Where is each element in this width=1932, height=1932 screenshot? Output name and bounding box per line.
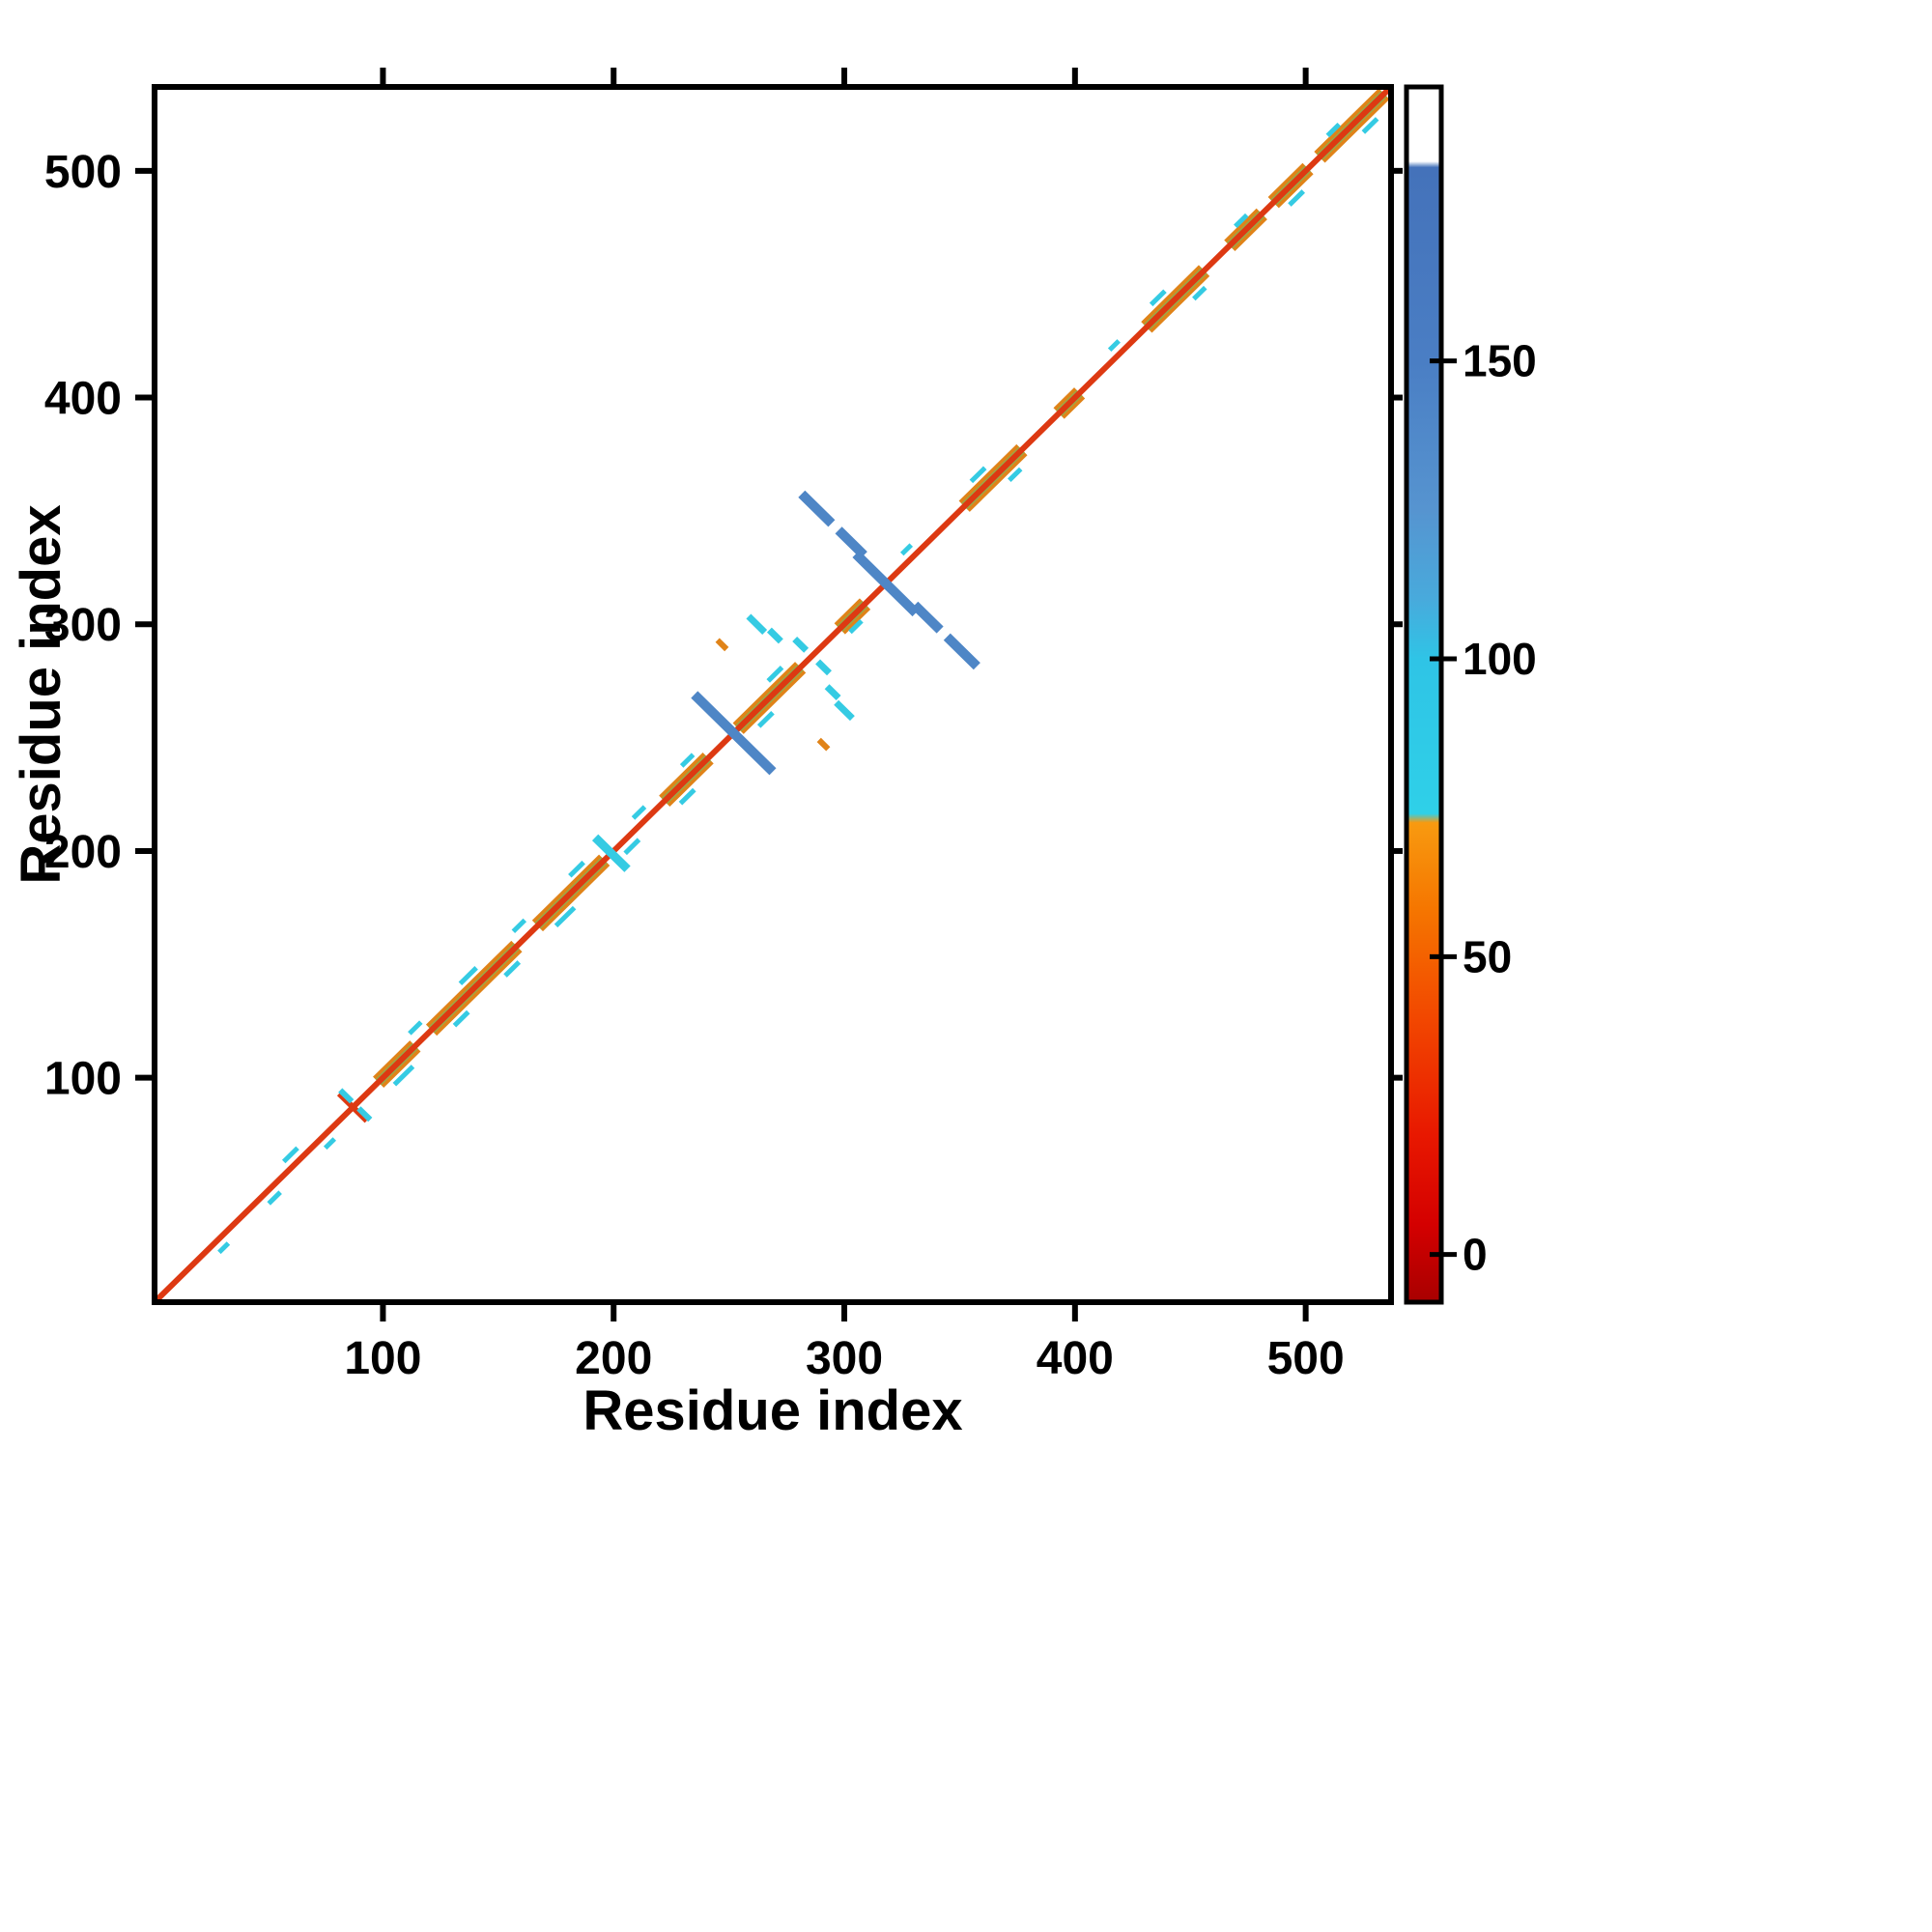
diagonal-speckle	[679, 753, 696, 768]
x-tick-label: 400	[1037, 1333, 1114, 1384]
axis-ticks	[135, 68, 1403, 1321]
contact-streak	[852, 550, 920, 617]
contact-streak	[356, 1106, 373, 1122]
contact-streak	[943, 633, 980, 670]
contact-streak	[792, 637, 810, 653]
contact-streak	[816, 737, 831, 752]
contact-streak	[746, 613, 768, 635]
y-axis-title: Residue index	[10, 504, 72, 884]
contact-streak	[766, 627, 783, 644]
diagonal-speckle	[756, 710, 775, 728]
diagonal-speckle	[969, 466, 987, 484]
diagonal-speckle	[1288, 189, 1306, 207]
contact-streak	[834, 699, 855, 722]
diagonal-speckle	[281, 1146, 299, 1164]
main-diagonal-layer	[155, 87, 1391, 1302]
diagonal-speckle	[1008, 467, 1023, 482]
diagonal-speckle	[554, 905, 577, 928]
contact-streak	[911, 601, 944, 634]
diagonal-speckle	[323, 1137, 337, 1151]
diagonal-speckle	[503, 960, 522, 978]
diagonal-speckle	[678, 787, 696, 806]
diagonal-speckle	[631, 805, 647, 820]
main-diagonal	[155, 87, 1391, 1302]
contact-streak	[715, 638, 729, 652]
colorbar-tick-label: 100	[1463, 634, 1537, 684]
contact-streak	[815, 659, 832, 676]
contact-streak	[824, 684, 841, 701]
near-diagonal-speckles-layer	[217, 117, 1379, 1255]
diagonal-speckle	[848, 618, 864, 635]
contact-streak	[798, 490, 836, 527]
x-tick-label: 300	[806, 1333, 883, 1384]
y-tick-label: 200	[44, 827, 122, 878]
diagonal-speckle	[452, 1009, 470, 1028]
contact-streak	[336, 1091, 369, 1123]
contact-streak	[835, 526, 867, 559]
diagonal-speckle	[1361, 117, 1379, 134]
colorbar-tick-label: 0	[1463, 1230, 1488, 1280]
diagonal-speckle	[766, 666, 784, 683]
diagonal-speckle	[1325, 122, 1342, 138]
x-tick-label: 100	[344, 1333, 421, 1384]
y-tick-label: 100	[44, 1054, 122, 1105]
colorbar	[1404, 84, 1444, 1305]
diagonal-speckle	[899, 543, 914, 556]
diagonal-speckle	[458, 966, 478, 986]
diagonal-speckle	[511, 918, 527, 934]
colorbar-tick-label: 50	[1463, 931, 1512, 981]
x-axis-title: Residue index	[582, 1379, 962, 1442]
colorbar-ticks: 0 50 100 150	[1430, 336, 1537, 1280]
diagonal-speckle	[1107, 339, 1121, 353]
diagonal-speckle	[217, 1241, 231, 1255]
diagonal-speckle	[392, 1065, 415, 1087]
contact-streak	[591, 834, 631, 872]
y-tick-label: 500	[44, 147, 122, 198]
diagonal-speckle	[623, 838, 641, 856]
axis-tick-labels: 100 200 300 400 500 100 200 300 400 500	[44, 147, 1345, 1384]
diagonal-speckle	[408, 1020, 423, 1036]
y-tick-label: 300	[44, 600, 122, 651]
y-tick-label: 400	[44, 374, 122, 425]
off-diagonal-contacts-layer	[336, 490, 980, 1123]
colorbar-tick-label: 150	[1463, 336, 1537, 386]
x-tick-label: 200	[575, 1333, 652, 1384]
contact-streak	[691, 691, 777, 776]
diagonal-speckle	[1234, 213, 1249, 229]
diagonal-speckle	[1192, 285, 1208, 301]
x-tick-label: 500	[1267, 1333, 1345, 1384]
diagonal-speckle	[1149, 289, 1167, 307]
diagonal-speckle	[267, 1190, 282, 1206]
plot-border	[152, 84, 1394, 1305]
diagonal-speckle	[568, 860, 585, 878]
contact-streak	[338, 1088, 355, 1104]
